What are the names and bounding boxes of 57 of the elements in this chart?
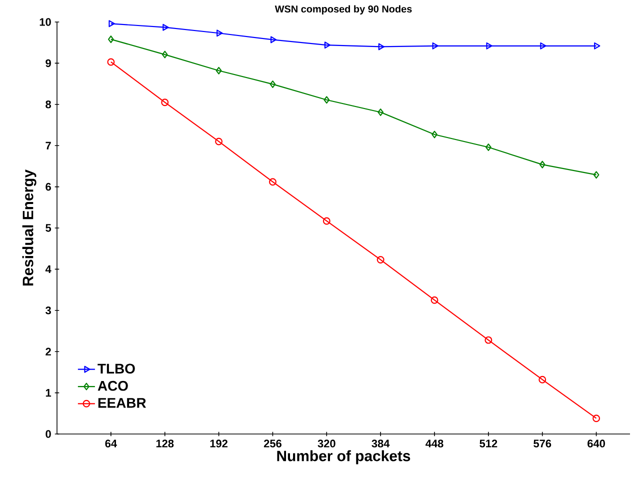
point bbox=[270, 80, 276, 88]
point bbox=[432, 42, 438, 50]
point bbox=[322, 217, 330, 225]
point bbox=[594, 42, 600, 50]
y-tick-label: 0 bbox=[46, 430, 51, 438]
x-tick-label: 64 bbox=[105, 440, 117, 448]
point bbox=[107, 58, 115, 66]
y-tick-label: 4 bbox=[45, 265, 52, 273]
point bbox=[539, 160, 546, 168]
point bbox=[324, 96, 330, 104]
point bbox=[324, 42, 331, 49]
y-tick-label: 1 bbox=[46, 389, 52, 397]
x-tick-label: 512 bbox=[480, 440, 498, 448]
point bbox=[430, 296, 438, 304]
point bbox=[216, 30, 223, 37]
point bbox=[108, 20, 115, 28]
legend-label: ACO bbox=[98, 380, 128, 391]
x-tick-label: 384 bbox=[372, 440, 390, 448]
chart-title: WSN composed by 90 Nodes bbox=[274, 5, 412, 14]
point bbox=[376, 256, 384, 264]
y-axis-title: Residual Energy bbox=[22, 170, 36, 286]
point bbox=[216, 66, 222, 74]
x-tick-label: 448 bbox=[426, 440, 444, 448]
point bbox=[485, 144, 492, 151]
y-tick-label: 10 bbox=[40, 18, 51, 26]
point bbox=[593, 171, 600, 179]
point bbox=[270, 36, 277, 44]
point bbox=[268, 178, 276, 186]
x-tick-label: 128 bbox=[156, 440, 174, 448]
y-tick-label: 8 bbox=[46, 100, 52, 108]
point bbox=[108, 36, 114, 44]
point bbox=[538, 376, 546, 384]
point bbox=[162, 50, 168, 58]
point bbox=[484, 336, 492, 344]
point bbox=[432, 130, 438, 138]
y-tick-label: 7 bbox=[46, 142, 51, 150]
point bbox=[162, 24, 169, 31]
y-tick-label: 6 bbox=[46, 182, 51, 191]
point bbox=[486, 42, 492, 50]
y-tick-label: 9 bbox=[46, 59, 51, 68]
point bbox=[540, 42, 546, 50]
x-tick-label: 320 bbox=[318, 440, 336, 448]
x-tick-label: 256 bbox=[264, 440, 282, 448]
x-axis-title: Number of packets bbox=[277, 450, 410, 464]
point bbox=[378, 108, 384, 116]
legend-label: TLBO bbox=[98, 364, 135, 374]
x-tick-label: 576 bbox=[534, 440, 552, 448]
legend-label: EEABR bbox=[98, 398, 146, 408]
point bbox=[378, 43, 385, 50]
x-tick-label: 192 bbox=[210, 440, 228, 448]
point bbox=[592, 414, 600, 422]
y-tick-label: 5 bbox=[46, 224, 52, 232]
point bbox=[161, 98, 169, 106]
y-tick-label: 2 bbox=[46, 348, 51, 356]
y-tick-label: 3 bbox=[46, 306, 51, 314]
x-tick-label: 640 bbox=[588, 440, 605, 448]
point bbox=[215, 138, 223, 146]
